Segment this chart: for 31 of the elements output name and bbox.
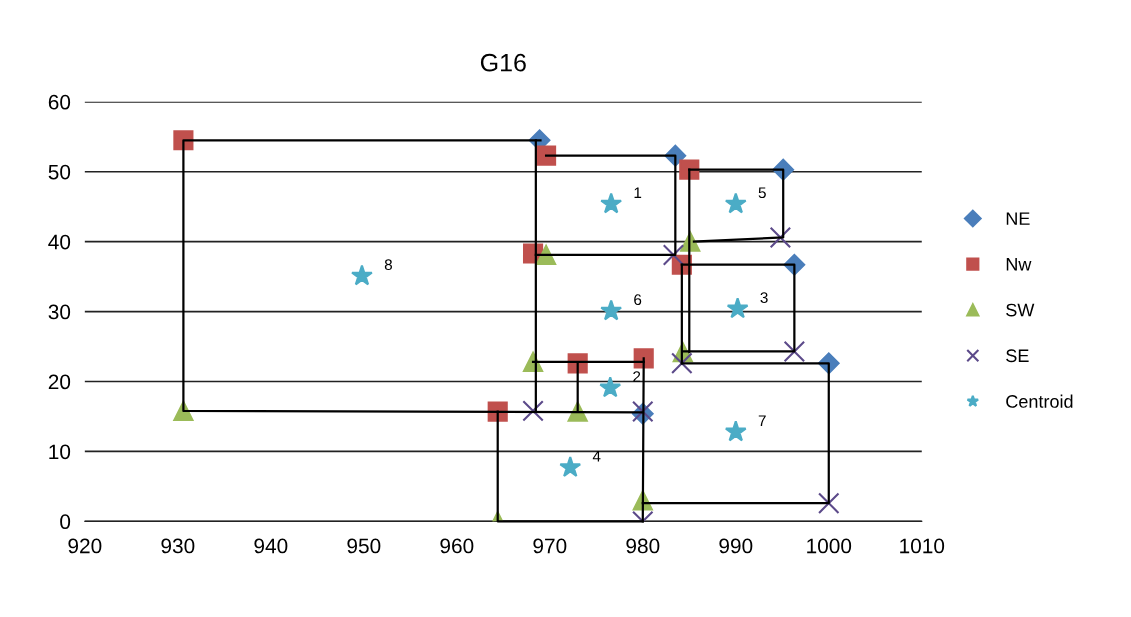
x-tick-label: 920 bbox=[68, 538, 102, 554]
y-tick-label: 20 bbox=[48, 374, 71, 390]
y-tick-label: 10 bbox=[49, 444, 71, 460]
legend-label: NE bbox=[1006, 212, 1030, 225]
annotation: 6 bbox=[634, 294, 642, 306]
chart-title: G16 bbox=[480, 53, 526, 72]
y-tick-label: 60 bbox=[48, 94, 71, 110]
annotation: 5 bbox=[758, 187, 766, 199]
x-tick-label: 980 bbox=[626, 538, 660, 554]
x-tick-label: 990 bbox=[719, 538, 753, 554]
legend-label: Nw bbox=[1006, 258, 1032, 271]
y-tick-label: 40 bbox=[48, 234, 71, 250]
y-tick-label: 0 bbox=[60, 514, 71, 530]
x-tick-label: 960 bbox=[440, 538, 474, 554]
annotation: 4 bbox=[592, 451, 601, 462]
x-tick-label: 950 bbox=[347, 538, 381, 554]
x-tick-label: 1000 bbox=[807, 538, 852, 554]
annotation: 2 bbox=[633, 371, 641, 382]
legend-label: Centroid bbox=[1006, 394, 1073, 408]
annotation: 7 bbox=[758, 415, 766, 426]
y-tick-label: 50 bbox=[48, 164, 71, 180]
legend-label: SW bbox=[1006, 303, 1035, 317]
x-tick-label: 930 bbox=[161, 538, 195, 554]
x-tick-label: 1010 bbox=[900, 538, 945, 554]
x-tick-label: 940 bbox=[254, 538, 288, 554]
annotation: 1 bbox=[634, 187, 642, 198]
y-tick-label: 30 bbox=[48, 304, 71, 320]
annotation: 8 bbox=[384, 259, 392, 271]
legend-label: SE bbox=[1006, 349, 1029, 363]
x-tick-label: 970 bbox=[533, 538, 567, 554]
annotation: 3 bbox=[760, 292, 768, 303]
